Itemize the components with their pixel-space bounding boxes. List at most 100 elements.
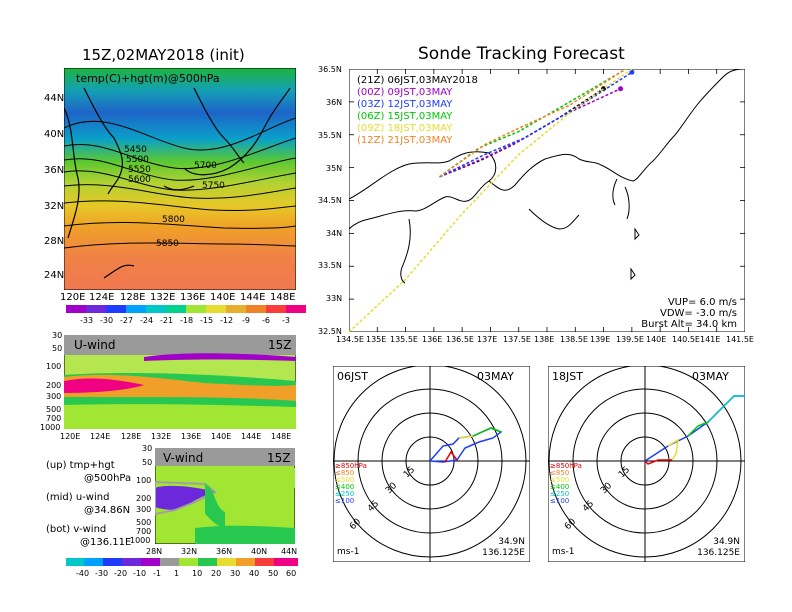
map-inner-label: temp(C)+hgt(m)@500hPa	[76, 72, 220, 85]
colorbar-label: -27	[120, 316, 134, 325]
v-wind-lat-tick: 40N	[251, 547, 268, 556]
track-lon-tick: 138E	[534, 335, 555, 344]
hodo-level: ≤250	[335, 490, 354, 498]
hodo-level: ≥850hPa	[550, 462, 582, 470]
u-wind-time: 15Z	[268, 338, 292, 352]
wind-colorbar-label: 1	[174, 569, 180, 578]
track-lat-tick: 36N	[326, 98, 343, 107]
track-end-point	[618, 86, 624, 92]
track-lon-tick: 137E	[477, 335, 498, 344]
track-legend-entry: (03Z) 12JST,03MAY	[357, 99, 453, 110]
contour-label: 5750	[202, 181, 225, 191]
track-legend-entry: (21Z) 06JST,03MAY2018	[357, 75, 478, 86]
legend-up: (up) tmp+hgt	[46, 460, 115, 471]
v-wind-p-tick: 500	[136, 518, 152, 527]
param-burst: Burst Alt= 34.0 km	[641, 319, 737, 330]
colorbar-label: -9	[242, 316, 250, 325]
map-lon-tick: 136E	[180, 292, 206, 303]
track-lon-tick: 140.5E	[672, 335, 700, 344]
wind-colorbar-label: 60	[286, 569, 297, 578]
hodo-level: ≤400	[550, 483, 569, 491]
hodo-level: ≤400	[335, 483, 354, 491]
hodo-level: ≥850hPa	[335, 462, 367, 470]
track-lon-tick: 136E	[422, 335, 443, 344]
u-wind-p-tick: 100	[46, 362, 62, 371]
contour-label: 5450	[124, 145, 147, 155]
u-wind-p-tick: 200	[46, 381, 62, 390]
wind-colorbar-label: 50	[268, 569, 279, 578]
colorbar-label: -30	[100, 316, 114, 325]
track-lat-tick: 34.5N	[318, 196, 342, 205]
hodo-right-lat: 34.9N	[713, 537, 740, 547]
track-lat-tick: 33N	[326, 294, 343, 303]
hodograph-right: 18JST 03MAY 15 30 45 60 ≥850hPa ≤850 ≤50…	[548, 366, 745, 562]
hodo-level: ≤100	[550, 497, 569, 505]
v-wind-label: V-wind	[163, 451, 203, 465]
map-lon-tick: 124E	[89, 292, 115, 303]
wind-colorbar-label: -40	[76, 569, 90, 578]
v-wind-p-tick: 300	[136, 505, 152, 514]
track-lat-tick: 32.5N	[318, 327, 342, 336]
track-legend-entry: (00Z) 09JST,03MAY	[357, 87, 453, 98]
hodo-level: ≤100	[335, 497, 354, 505]
v-wind-cross-section: V-wind 15Z	[155, 448, 295, 544]
track-lon-tick: 138.5E	[560, 335, 588, 344]
colorbar-label: -33	[80, 316, 94, 325]
v-wind-p-tick: 200	[136, 494, 152, 503]
legend-mid: (mid) u-wind	[46, 492, 110, 503]
v-wind-lat-tick: 28N	[146, 547, 163, 556]
map-lat-tick: 24N	[44, 270, 65, 281]
hodo-right-lon: 136.125E	[697, 548, 740, 558]
legend-bot-sub: @136.11E	[80, 537, 132, 548]
wind-colorbar-label: -10	[133, 569, 147, 578]
wind-colorbar	[66, 558, 298, 566]
v-wind-p-tick: 30	[142, 444, 153, 453]
u-wind-lon-tick: 136E	[181, 432, 202, 441]
map-panel-title: 15Z,02MAY2018 (init)	[82, 46, 245, 64]
v-wind-p-tick: 50	[142, 458, 153, 467]
track-lat-tick: 35N	[326, 164, 343, 173]
track-lat-tick: 33.5N	[318, 261, 342, 270]
wind-colorbar-label: 10	[192, 569, 203, 578]
hodo-right-units: ms-1	[552, 547, 574, 557]
track-legend-entry: (06Z) 15JST,03MAY	[357, 111, 453, 122]
track-lat-tick: 35.5N	[318, 131, 342, 140]
map-lat-tick: 44N	[44, 93, 65, 104]
sonde-tracking-map: (21Z) 06JST,03MAY2018 (00Z) 09JST,03MAY …	[349, 69, 745, 332]
track-lon-tick: 139.5E	[616, 335, 644, 344]
colorbar-label: -24	[140, 316, 154, 325]
contour-label: 5800	[162, 215, 185, 225]
u-wind-lon-tick: 132E	[151, 432, 172, 441]
u-wind-p-tick: 500	[46, 405, 62, 414]
hodo-left-units: ms-1	[337, 547, 359, 557]
tracking-title: Sonde Tracking Forecast	[418, 44, 625, 64]
track-lon-tick: 141E	[700, 335, 721, 344]
track-lon-tick: 141.5E	[726, 335, 754, 344]
v-wind-p-tick: 1000	[130, 536, 151, 545]
u-wind-p-tick: 1000	[40, 423, 61, 432]
colorbar-label: -3	[282, 316, 290, 325]
map-lon-tick: 132E	[150, 292, 176, 303]
wind-colorbar-label: 30	[230, 569, 241, 578]
contour-label: 5600	[128, 175, 151, 185]
hodo-left-date: 03MAY	[477, 370, 514, 383]
u-wind-lon-tick: 148E	[271, 432, 292, 441]
wind-colorbar-label: -20	[114, 569, 128, 578]
u-wind-cross-section: U-wind 15Z	[64, 335, 296, 429]
track-line	[349, 69, 634, 332]
colorbar-label: -21	[160, 316, 174, 325]
track-lon-tick: 135E	[366, 335, 387, 344]
v-wind-lat-tick: 44N	[281, 547, 298, 556]
colorbar-label: -18	[180, 316, 194, 325]
u-wind-lon-tick: 124E	[90, 432, 111, 441]
track-legend-entry: (09Z) 18JST,03MAY	[357, 123, 453, 134]
legend-up-sub: @500hPa	[84, 473, 132, 484]
map-lat-tick: 28N	[44, 236, 65, 247]
u-wind-p-tick: 700	[46, 414, 62, 423]
hodo-left-lat: 34.9N	[498, 537, 525, 547]
hodo-right-date: 03MAY	[692, 370, 729, 383]
hodo-level: ≤500	[335, 476, 354, 484]
u-wind-lon-tick: 144E	[241, 432, 262, 441]
contour-label: 5500	[126, 155, 149, 165]
v-wind-p-tick: 100	[136, 476, 152, 485]
